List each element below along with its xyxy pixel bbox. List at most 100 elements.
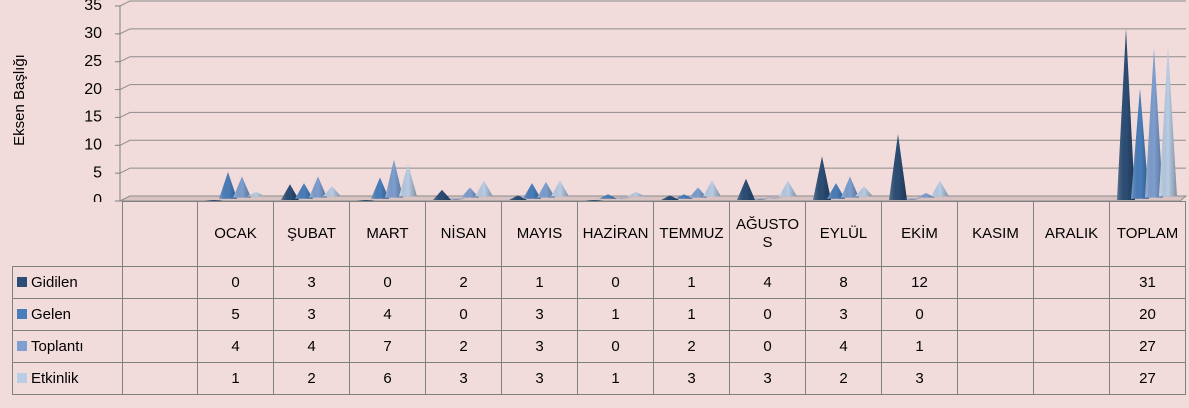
value-cell: 3: [501, 298, 578, 331]
pyramid-shade: [219, 171, 237, 199]
value-cell: 1: [197, 362, 274, 395]
pyramid-shade: [1131, 88, 1149, 199]
grid-line: [119, 167, 1186, 174]
pyramid-group: [751, 198, 769, 200]
category-label: [122, 201, 198, 267]
legend-swatch: [17, 308, 27, 319]
pyramid-group: [661, 195, 679, 200]
value-cell: [957, 330, 1034, 363]
pyramid-group: [917, 193, 935, 198]
pyramid-group: [523, 183, 541, 199]
grid-line: [119, 28, 1186, 35]
pyramid-shade: [281, 184, 299, 200]
value-cell: 0: [349, 266, 426, 299]
header-row: OCAK ŞUBAT MART NİSAN MAYIS HAZİRAN TEMMUZ AĞUS…: [13, 201, 1186, 267]
value-cell: 2: [425, 266, 502, 299]
value-cell: [122, 266, 198, 299]
legend-label: Gidilen: [31, 273, 78, 291]
legend-swatch: [17, 340, 27, 351]
pyramid-group: [1131, 88, 1149, 199]
value-cell: 0: [729, 298, 806, 331]
value-cell: 0: [881, 298, 958, 331]
series-row: Gidilen 0 3 0 2 1 0 1 4 8 12 31: [12, 266, 1186, 299]
value-cell: 3: [501, 330, 578, 363]
pyramid-group: [433, 189, 451, 200]
category-label: ARALIK: [1033, 201, 1110, 267]
value-cell: 27: [1109, 330, 1186, 363]
pyramid-group: [295, 183, 313, 199]
series-row: Gelen 5 3 4 0 3 1 1 0 3 0 20: [12, 298, 1186, 331]
pyramid-shade: [509, 195, 527, 200]
y-axis-title: Eksen Başlığı: [11, 54, 28, 146]
category-label: EKİM: [881, 201, 958, 267]
value-cell: [1033, 298, 1110, 331]
pyramid-shade: [1159, 46, 1177, 197]
pyramid-group: [461, 187, 479, 198]
pyramid-shade: [917, 193, 935, 198]
pyramid-group: [779, 180, 797, 197]
pyramid-group: [551, 180, 569, 197]
value-cell: 3: [729, 362, 806, 395]
category-label: ŞUBAT: [273, 201, 350, 267]
pyramid-shade: [371, 177, 389, 199]
pyramid-shade: [661, 195, 679, 200]
pyramid-group: [357, 200, 375, 201]
chart: Eksen Başlığı 0 5 10 15 20 25 30 35: [11, 0, 1188, 202]
y-tick-label: 20: [84, 81, 102, 98]
pyramid-shade: [323, 186, 341, 197]
legend-swatch: [17, 276, 27, 287]
category-label: MART: [349, 201, 426, 267]
pyramid-shade: [233, 176, 251, 198]
pyramid-group: [385, 159, 403, 198]
category-label: MAYIS: [501, 201, 578, 267]
category-label: KASIM: [957, 201, 1034, 267]
pyramid-shade: [627, 191, 645, 197]
pyramid-group: [205, 200, 223, 201]
pyramid-shade: [689, 187, 707, 198]
category-label: HAZİRAN: [577, 201, 654, 267]
y-tick-label: 10: [84, 137, 102, 154]
pyramid-shade: [205, 200, 223, 201]
value-cell: [1033, 266, 1110, 299]
pyramid-shade: [1145, 48, 1163, 198]
category-label: TOPLAM: [1109, 201, 1186, 267]
value-cell: 2: [805, 362, 882, 395]
pyramid-shade: [613, 197, 631, 199]
pyramid-shade: [931, 180, 949, 197]
pyramid-group: [475, 180, 493, 197]
value-cell: 0: [425, 298, 502, 331]
pyramid-group: [509, 195, 527, 200]
pyramid-shade: [813, 156, 831, 200]
value-cell: [957, 298, 1034, 331]
legend-label: Toplantı: [31, 337, 84, 355]
value-cell: 2: [653, 330, 730, 363]
pyramid-group: [399, 163, 417, 197]
pyramid-group: [931, 180, 949, 197]
pyramid-shade: [585, 200, 603, 201]
pyramid-group: [447, 198, 465, 200]
value-cell: [122, 362, 198, 395]
value-cell: 4: [349, 298, 426, 331]
value-cell: [957, 266, 1034, 299]
grid-line: [119, 0, 1186, 7]
series-row: Etkinlik 1 2 6 3 3 1 3 3 2 3 27: [12, 362, 1186, 395]
value-cell: 8: [805, 266, 882, 299]
pyramid-group: [1159, 46, 1177, 197]
pyramid-group: [1117, 28, 1135, 200]
category-label: AĞUSTOS: [729, 201, 806, 267]
value-cell: [122, 330, 198, 363]
pyramid-shade: [357, 200, 375, 201]
y-tick-label: 35: [84, 0, 102, 14]
corner-cell: [13, 202, 123, 267]
data-table: OCAK ŞUBAT MART NİSAN MAYIS HAZİRAN TEMMUZ AĞUS…: [12, 201, 1186, 395]
value-cell: 12: [881, 266, 958, 299]
pyramid-shade: [475, 180, 493, 197]
pyramid-group: [737, 178, 755, 200]
value-cell: [1033, 362, 1110, 395]
value-cell: 20: [1109, 298, 1186, 331]
y-tick-label: 5: [93, 164, 102, 181]
value-cell: 3: [653, 362, 730, 395]
value-cell: [957, 362, 1034, 395]
pyramid-shade: [751, 198, 769, 200]
pyramid-group: [675, 194, 693, 199]
